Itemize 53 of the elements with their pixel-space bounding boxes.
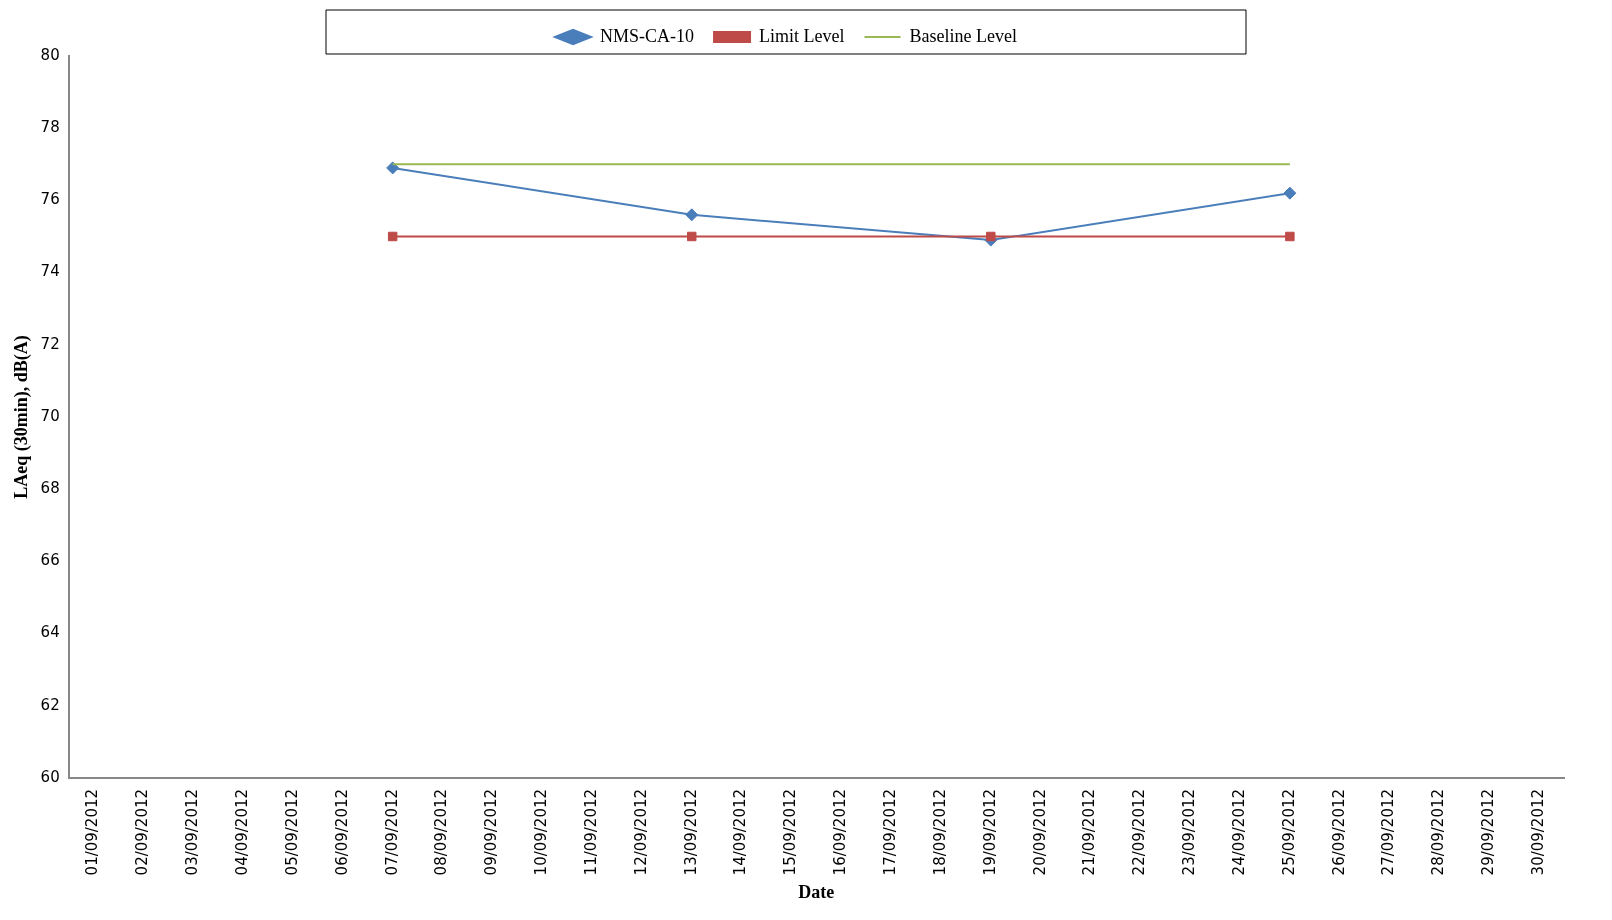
x-tick-label: 03/09/2012 — [183, 788, 202, 876]
x-tick-label: 19/09/2012 — [980, 788, 999, 876]
x-tick-label: 30/09/2012 — [1528, 788, 1547, 876]
y-tick-label: 68 — [40, 479, 60, 498]
x-tick-label: 22/09/2012 — [1130, 788, 1149, 876]
y-axis-title: LAeq (30min), dB(A) — [11, 335, 33, 499]
x-tick-label: 15/09/2012 — [781, 788, 800, 876]
x-tick-label: 01/09/2012 — [83, 788, 102, 876]
x-tick-label: 29/09/2012 — [1479, 788, 1498, 876]
x-tick-label: 11/09/2012 — [581, 788, 600, 876]
y-tick-label: 64 — [40, 623, 60, 642]
y-tick-label: 74 — [40, 262, 60, 281]
x-tick-label: 24/09/2012 — [1229, 788, 1248, 876]
point — [686, 231, 697, 242]
x-tick-label: 14/09/2012 — [731, 788, 750, 876]
x-tick-label: 28/09/2012 — [1429, 788, 1448, 876]
x-tick-label: 06/09/2012 — [332, 788, 351, 876]
x-tick-label: 16/09/2012 — [831, 788, 850, 876]
point — [387, 231, 398, 242]
point — [986, 231, 996, 242]
y-tick-label: 76 — [40, 190, 60, 209]
point — [1283, 186, 1297, 200]
x-tick-label: 05/09/2012 — [282, 788, 301, 876]
x-tick-label: 20/09/2012 — [1030, 788, 1049, 876]
y-tick-label: 70 — [40, 406, 60, 425]
x-axis-title: Date — [798, 881, 835, 902]
x-tick-label: 04/09/2012 — [233, 788, 252, 876]
x-tick-label: 17/09/2012 — [881, 788, 899, 876]
x-tick-label: 07/09/2012 — [382, 788, 401, 876]
x-tick-label: 08/09/2012 — [432, 788, 451, 876]
y-tick-label: 80 — [40, 45, 60, 64]
y-tick-label: 66 — [40, 551, 60, 570]
legend-label: NMS-CA-10 — [600, 25, 695, 46]
point — [685, 208, 699, 222]
legend-label: Baseline Level — [909, 25, 1017, 46]
x-tick-label: 27/09/2012 — [1379, 788, 1398, 876]
x-tick-label: 26/09/2012 — [1329, 788, 1348, 876]
point — [1285, 231, 1295, 242]
x-tick-label: 10/09/2012 — [532, 788, 551, 876]
x-tick-label: 02/09/2012 — [133, 788, 152, 876]
legend-label: Limit Level — [759, 25, 845, 46]
x-tick-label: 12/09/2012 — [631, 788, 650, 876]
y-tick-label: 62 — [40, 695, 60, 714]
x-tick-label: 18/09/2012 — [930, 788, 949, 876]
x-tick-label: 09/09/2012 — [482, 788, 501, 876]
x-tick-label: 13/09/2012 — [681, 788, 700, 876]
x-tick-label: 21/09/2012 — [1080, 788, 1099, 876]
y-tick-label: 72 — [40, 334, 60, 353]
y-tick-label: 60 — [40, 767, 60, 786]
y-tick-label: 78 — [40, 118, 60, 137]
x-tick-label: 25/09/2012 — [1279, 788, 1298, 876]
x-tick-label: 23/09/2012 — [1180, 788, 1199, 876]
point — [386, 161, 400, 175]
